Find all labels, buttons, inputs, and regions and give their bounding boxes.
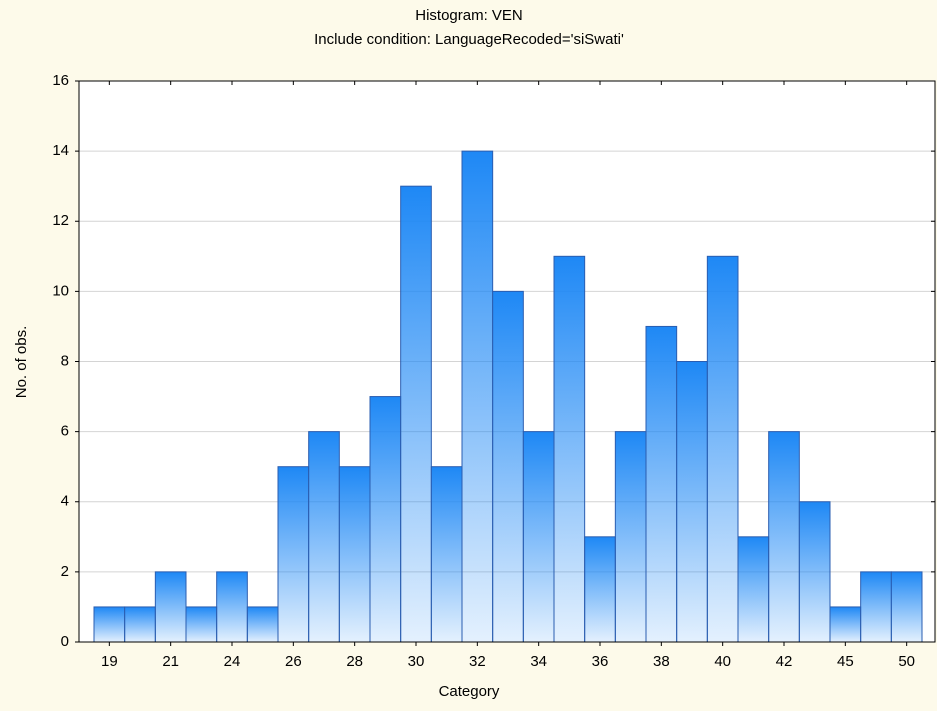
bar — [553, 255, 586, 643]
x-tick-label: 21 — [162, 653, 179, 670]
bar — [584, 536, 616, 643]
plot-frame — [78, 80, 936, 643]
bar — [277, 466, 310, 643]
bar — [124, 606, 156, 643]
x-tick-label: 19 — [101, 653, 118, 670]
x-tick-label: 42 — [776, 653, 793, 670]
bar — [185, 606, 218, 643]
bar — [308, 431, 340, 643]
y-tick-label: 8 — [61, 352, 69, 369]
bar — [676, 361, 708, 643]
chart-title: Histogram: VEN — [415, 7, 523, 24]
x-tick-label: 30 — [408, 653, 425, 670]
bar — [338, 466, 371, 643]
bar — [522, 431, 555, 643]
bar — [706, 255, 739, 643]
x-tick-label: 26 — [285, 653, 302, 670]
x-tick-label: 45 — [837, 653, 854, 670]
y-tick-label: 6 — [61, 423, 69, 440]
bar — [154, 571, 187, 643]
y-axis-label: No. of obs. — [13, 326, 30, 399]
y-tick-label: 10 — [52, 282, 69, 299]
bar — [798, 501, 831, 643]
y-tick-label: 12 — [52, 212, 69, 229]
bar — [461, 150, 494, 643]
y-tick-label: 4 — [61, 493, 69, 510]
chart-subtitle: Include condition: LanguageRecoded='siSw… — [314, 31, 624, 48]
x-tick-label: 32 — [469, 653, 486, 670]
y-tick-label: 16 — [52, 72, 69, 89]
bar — [737, 536, 770, 643]
bar — [860, 571, 892, 643]
y-tick-label: 14 — [52, 142, 69, 159]
bar — [768, 431, 800, 643]
y-tick-label: 2 — [61, 563, 69, 580]
x-tick-label: 50 — [898, 653, 915, 670]
x-axis-label: Category — [439, 683, 500, 700]
bar — [492, 290, 524, 643]
x-tick-label: 24 — [224, 653, 241, 670]
bar — [400, 185, 432, 643]
x-tick-label: 38 — [653, 653, 670, 670]
y-tick-label: 0 — [61, 633, 69, 650]
bar — [216, 571, 248, 643]
x-tick-label: 40 — [714, 653, 731, 670]
bar — [430, 466, 463, 643]
bar — [890, 571, 923, 643]
x-tick-label: 36 — [592, 653, 609, 670]
bar — [93, 606, 126, 643]
bar — [614, 431, 647, 643]
x-tick-label: 34 — [530, 653, 547, 670]
bar — [369, 396, 402, 643]
bar — [829, 606, 862, 643]
bar — [645, 325, 678, 643]
x-tick-label: 28 — [346, 653, 363, 670]
bar — [246, 606, 279, 643]
